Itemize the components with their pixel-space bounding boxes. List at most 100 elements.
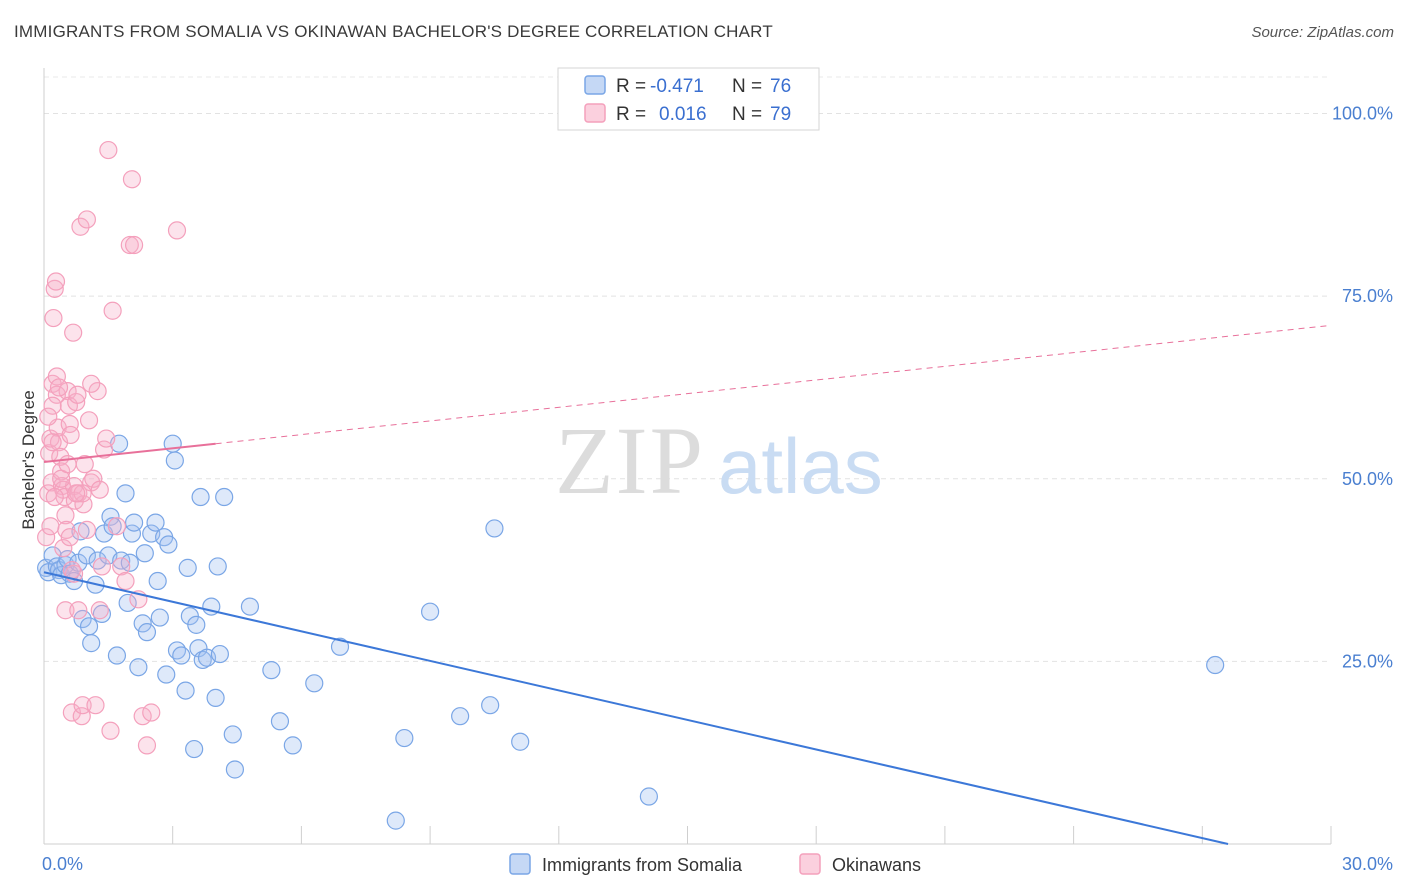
legend-r-value-2: 0.016 (659, 104, 707, 125)
legend-r-label-2: R = (616, 104, 646, 125)
okinawans-point-28 (68, 385, 87, 404)
gridlines (44, 76, 1331, 662)
okinawans-point-27 (67, 392, 86, 412)
legend-n-value-1: 76 (770, 76, 791, 97)
okinawans-point-45 (101, 721, 120, 740)
somalia-point-45 (172, 646, 191, 665)
somalia-point-33 (135, 544, 154, 563)
y-tick-label-25: 25.0% (1342, 651, 1393, 671)
okinawans-point-78 (43, 433, 62, 452)
somalia-point-15 (82, 634, 101, 653)
data-points (37, 140, 1225, 830)
somalia-point-73 (485, 519, 504, 538)
okinawans-point-68 (41, 517, 60, 536)
okinawans-point-51 (122, 170, 142, 189)
somalia-point-56 (206, 688, 225, 708)
okinawans-point-32 (73, 696, 92, 715)
somalia-point-23 (107, 646, 127, 665)
somalia-point-60 (223, 725, 242, 744)
chart-source: Source: ZipAtlas.com (1251, 24, 1394, 41)
okinawans-point-6 (44, 308, 63, 328)
somalia-point-49 (185, 739, 204, 759)
okinawans-point-17 (56, 506, 75, 525)
okinawans-point-41 (90, 480, 109, 499)
okinawans-point-9 (47, 385, 66, 404)
series-legend-swatch-somalia (509, 853, 531, 875)
legend-r-label-1: R = (616, 76, 646, 97)
somalia-point-46 (176, 681, 195, 700)
okinawans-point-76 (97, 429, 116, 448)
axes (43, 68, 1332, 845)
okinawans-point-8 (46, 272, 66, 291)
okinawans-point-56 (142, 703, 161, 722)
okinawans-point-46 (103, 301, 122, 320)
legend-swatch-okinawans (584, 103, 606, 123)
somalia-point-38 (150, 608, 169, 627)
okinawans-point-62 (56, 601, 75, 620)
watermark: ZIP atlas (555, 407, 883, 514)
okinawans-point-63 (60, 528, 79, 547)
somalia-point-68 (386, 811, 405, 830)
somalia-point-31 (129, 658, 148, 677)
somalia-point-63 (262, 661, 281, 680)
somalia-point-69 (395, 728, 414, 748)
somalia-point-74 (511, 732, 530, 751)
somalia-point-40 (157, 665, 176, 684)
somalia-point-22 (103, 517, 122, 536)
okinawans-point-39 (86, 696, 105, 715)
okinawans-point-66 (73, 484, 92, 503)
somalia-point-57 (208, 557, 227, 576)
legend-n-label-1: N = (732, 76, 762, 97)
okinawans-point-13 (52, 462, 71, 481)
somalia-point-47 (178, 558, 197, 577)
okinawans-point-61 (54, 539, 73, 558)
somalia-point-41 (159, 535, 178, 554)
x-tick-label-min: 0.0% (42, 854, 83, 874)
okinawans-point-57 (167, 221, 187, 240)
somalia-trend-line (43, 571, 1229, 845)
watermark-zip: ZIP (555, 407, 705, 514)
okinawans-point-23 (62, 703, 81, 722)
okinawans-point-22 (61, 425, 80, 445)
somalia-point-27 (118, 593, 137, 613)
okinawans-point-75 (90, 601, 109, 620)
somalia-point-29 (122, 524, 142, 543)
somalia-point-34 (137, 623, 157, 642)
okinawans-point-35 (77, 210, 97, 229)
somalia-point-13 (77, 546, 97, 565)
somalia-point-12 (73, 609, 92, 629)
series-legend: Immigrants from Somalia Okinawans (509, 853, 921, 875)
watermark-atlas: atlas (718, 422, 883, 510)
somalia-point-43 (165, 451, 184, 470)
okinawans-point-55 (137, 736, 157, 755)
okinawans-point-40 (88, 382, 107, 401)
okinawans-trend-line (43, 442, 216, 463)
series-legend-swatch-okinawans (799, 853, 821, 875)
okinawans-point-44 (99, 140, 118, 160)
somalia-point-30 (124, 513, 144, 532)
okinawans-point-77 (39, 407, 58, 426)
y-tick-label-100: 100.0% (1332, 104, 1393, 124)
okinawans-point-59 (47, 367, 66, 386)
somalia-point-64 (270, 712, 290, 731)
okinawans-point-43 (94, 440, 114, 459)
somalia-point-67 (330, 637, 350, 656)
somalia-point-71 (451, 707, 470, 726)
tick-labels: 25.0% 50.0% 75.0% 100.0% 0.0% 30.0% (42, 104, 1393, 874)
somalia-point-65 (283, 736, 302, 755)
okinawans-point-72 (62, 560, 81, 580)
okinawans-point-65 (69, 601, 88, 620)
x-tick-label-max: 30.0% (1342, 854, 1393, 874)
okinawans-point-47 (107, 517, 127, 536)
series-legend-label-okinawans: Okinawans (832, 855, 921, 875)
y-axis-label: Bachelor's Degree (19, 390, 38, 529)
chart-title: IMMIGRANTS FROM SOMALIA VS OKINAWAN BACH… (14, 22, 773, 41)
somalia-point-26 (116, 484, 135, 503)
okinawans-point-36 (79, 411, 99, 430)
okinawans-point-69 (45, 487, 64, 507)
legend-n-label-2: N = (732, 104, 762, 125)
okinawans-point-58 (43, 396, 62, 415)
somalia-point-70 (421, 602, 440, 621)
okinawans-point-48 (112, 557, 131, 576)
okinawans-point-73 (67, 484, 86, 503)
